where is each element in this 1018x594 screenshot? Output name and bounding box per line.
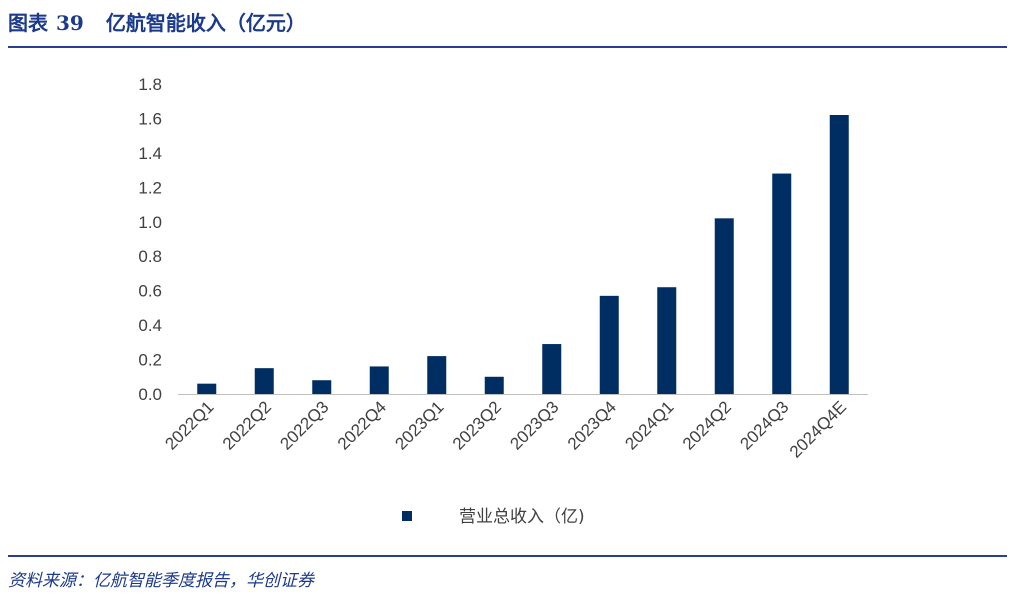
bar-2024q3 bbox=[772, 173, 792, 394]
bar-2023q2 bbox=[484, 376, 504, 394]
bar-2023q4 bbox=[599, 295, 619, 394]
x-tick-label: 2023Q2 bbox=[449, 397, 505, 453]
top-divider bbox=[8, 46, 1007, 48]
x-tick-label: 2023Q1 bbox=[391, 397, 447, 453]
figure-title-text: 亿航智能收入（亿元） bbox=[105, 11, 306, 35]
bar-2024q2 bbox=[714, 218, 734, 394]
y-tick-label: 1.0 bbox=[138, 213, 162, 232]
y-tick-label: 0.6 bbox=[138, 282, 162, 301]
source-note: 资料来源：亿航智能季度报告，华创证券 bbox=[8, 571, 314, 591]
y-tick-label: 1.2 bbox=[138, 178, 162, 197]
y-tick-label: 0.2 bbox=[138, 351, 162, 370]
bar-2023q3 bbox=[542, 344, 562, 394]
x-tick-label: 2022Q2 bbox=[219, 397, 275, 453]
x-tick-label: 2024Q4E bbox=[786, 397, 850, 461]
y-tick-label: 1.6 bbox=[138, 109, 162, 128]
x-tick-label: 2022Q3 bbox=[276, 397, 332, 453]
bar-2022q2 bbox=[254, 368, 274, 394]
x-tick-label: 2024Q3 bbox=[736, 397, 792, 453]
y-tick-label: 0.0 bbox=[138, 385, 162, 404]
legend-swatch bbox=[402, 511, 412, 521]
figure-label: 图表 bbox=[8, 11, 48, 35]
x-tick-label: 2024Q1 bbox=[621, 397, 677, 453]
legend-label: 营业总收入（亿) bbox=[459, 507, 585, 527]
x-tick-label: 2024Q2 bbox=[679, 397, 735, 453]
bar-2022q1 bbox=[197, 383, 217, 394]
x-tick-label: 2023Q3 bbox=[506, 397, 562, 453]
figure-number: 39 bbox=[56, 11, 84, 35]
bar-2022q3 bbox=[312, 380, 332, 394]
bar-2022q4 bbox=[369, 366, 389, 394]
figure-title: 图表 39 亿航智能收入（亿元） bbox=[8, 6, 306, 40]
x-tick-label: 2022Q4 bbox=[334, 397, 390, 453]
bar-2024q1 bbox=[657, 287, 677, 394]
y-tick-label: 1.8 bbox=[138, 75, 162, 94]
x-tick-label: 2022Q1 bbox=[161, 397, 217, 453]
y-tick-label: 0.8 bbox=[138, 247, 162, 266]
bottom-divider bbox=[8, 555, 1007, 557]
bar-2023q1 bbox=[427, 356, 447, 394]
x-tick-label: 2023Q4 bbox=[564, 397, 620, 453]
y-tick-label: 1.4 bbox=[138, 144, 162, 163]
bar-2024q4e bbox=[829, 115, 849, 394]
y-tick-label: 0.4 bbox=[138, 316, 162, 335]
